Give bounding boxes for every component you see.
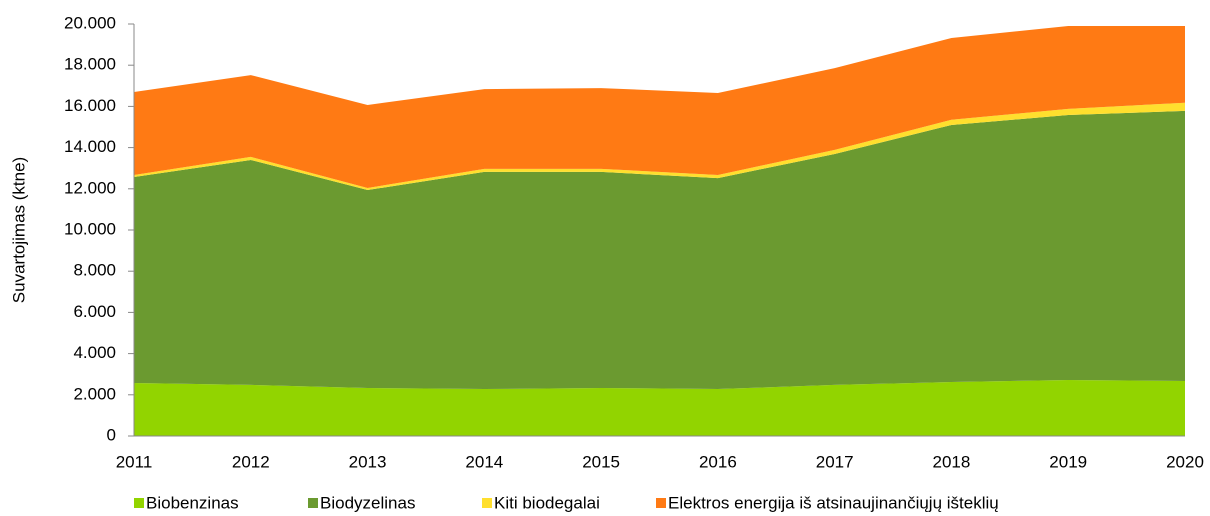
legend-label: Elektros energija iš atsinaujinančiųjų i… [668,493,999,512]
area [134,379,1185,436]
area [134,102,1185,191]
area [134,26,1185,188]
x-tick-label: 2018 [933,452,971,471]
y-tick-label: 6.000 [73,302,116,321]
y-tick-label: 14.000 [64,137,116,156]
y-tick-label: 16.000 [64,96,116,115]
y-tick-label: 2.000 [73,384,116,403]
legend-swatch [134,498,144,508]
legend-swatch [308,498,318,508]
y-tick-label: 0 [107,425,116,444]
y-tick-label: 8.000 [73,261,116,280]
y-tick-label: 4.000 [73,343,116,362]
x-tick-label: 2012 [232,452,270,471]
y-tick-label: 10.000 [64,219,116,238]
legend-swatch [482,498,492,508]
y-tick-label: 12.000 [64,178,116,197]
x-tick-label: 2013 [349,452,387,471]
y-tick-label: 20.000 [64,13,116,32]
x-tick-label: 2011 [116,452,153,471]
legend-swatch [656,498,666,508]
x-tick-label: 2017 [816,452,854,471]
x-tick-label: 2016 [699,452,737,471]
area [134,110,1185,390]
legend-label: Biobenzinas [146,493,239,512]
x-tick-label: 2020 [1166,452,1204,471]
legend-label: Biodyzelinas [320,493,415,512]
x-tick-label: 2019 [1049,452,1087,471]
x-tick-label: 2015 [582,452,620,471]
y-tick-label: 18.000 [64,55,116,74]
legend-label: Kiti biodegalai [494,493,600,512]
x-tick-label: 2014 [465,452,503,471]
y-axis-label: Suvartojimas (ktne) [9,157,28,303]
